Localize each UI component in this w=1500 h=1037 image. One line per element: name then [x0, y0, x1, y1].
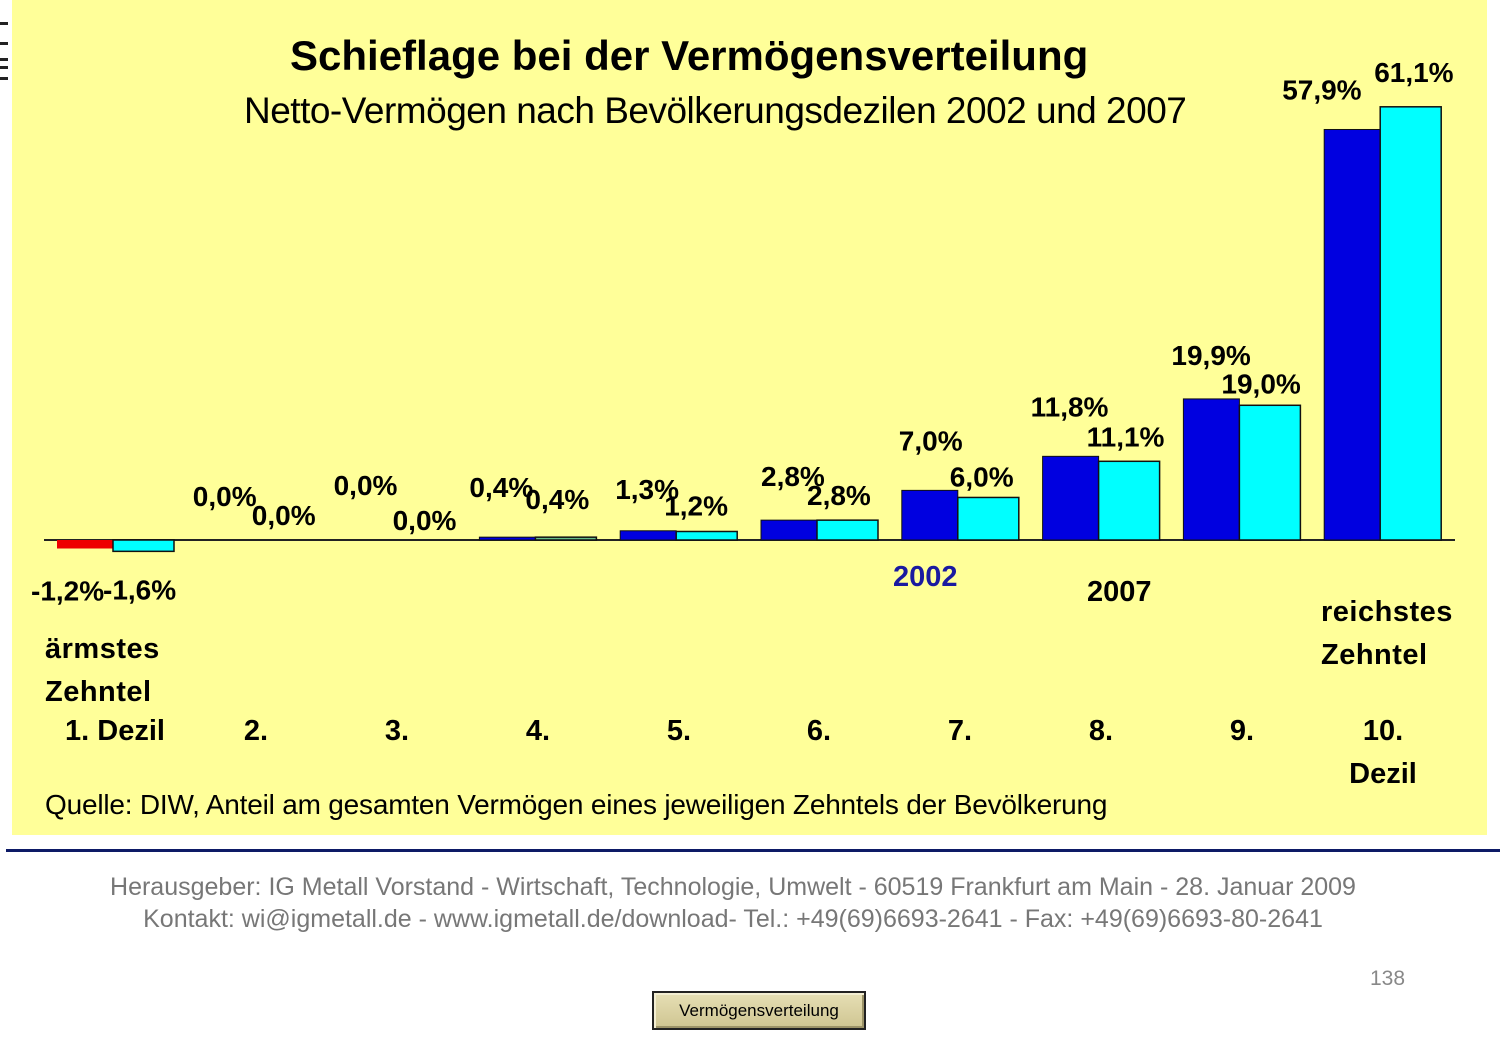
footer-contact: Kontakt: wi@igmetall.de - www.igmetall.d… — [143, 905, 1323, 933]
category-label: 3. — [327, 710, 467, 753]
data-label-2002: 2,8% — [761, 461, 825, 492]
bar-chart: -1,2%-1,6%0,0%0,0%0,0%0,0%0,4%0,4% 1,3%1,… — [31, 57, 1455, 607]
edge-fragment-mark — [0, 77, 8, 80]
edge-fragment-mark — [0, 58, 8, 61]
bar-2002 — [1323, 128, 1381, 541]
bar-2007 — [957, 496, 1020, 541]
category-label: 10. Dezil — [1313, 710, 1453, 796]
data-label-2007: 1,2% — [664, 490, 728, 521]
richest-note-line: Zehntel — [1321, 639, 1428, 671]
data-label-2002: 19,9% — [1171, 340, 1250, 371]
category-label-line: 6. — [806, 715, 832, 747]
data-label-2007: 11,1% — [1087, 421, 1165, 452]
richest-note-line: reichstes — [1321, 596, 1453, 628]
poorest-note-line: ärmstes — [45, 633, 160, 665]
category-label-line: 2. — [243, 715, 269, 747]
data-label-2002: 57,9% — [1282, 74, 1361, 105]
data-label-2007: 0,0% — [252, 500, 316, 531]
bar-2007 — [534, 536, 598, 541]
bar-2007 — [1379, 106, 1442, 541]
category-label-line: 4. — [525, 715, 551, 747]
data-label-2002: 11,8% — [1031, 391, 1109, 422]
chart-subtitle: Netto-Vermögen nach Bevölkerungsdezilen … — [244, 90, 1187, 131]
data-label-2002: 0,0% — [193, 481, 257, 512]
data-label-2002: 7,0% — [899, 425, 963, 456]
category-label: 9. — [1172, 710, 1312, 753]
category-label: 8. — [1031, 710, 1171, 753]
source-note: Quelle: DIW, Anteil am gesamten Vermögen… — [45, 789, 1108, 820]
bar-2007 — [1097, 460, 1161, 541]
bar-2002 — [478, 536, 536, 541]
category-label-line: 10. — [1362, 715, 1404, 747]
data-label-2007: -1,6% — [103, 574, 176, 605]
data-label-2007: 0,0% — [393, 505, 457, 536]
data-label-2002: -1,2% — [31, 576, 104, 607]
page-number: 138 — [1370, 967, 1406, 990]
data-label-2002: 0,4% — [469, 472, 533, 503]
category-label-line: 5. — [666, 715, 692, 747]
category-label-line: 7. — [947, 715, 973, 747]
poorest-note-line: Zehntel — [45, 676, 152, 708]
category-label: 7. — [890, 710, 1030, 753]
category-label-line: 9. — [1229, 715, 1255, 747]
edge-fragment-mark — [0, 22, 8, 25]
category-label: 2. — [186, 710, 326, 753]
category-label-line: 1. Dezil — [65, 715, 165, 747]
richest-tenth-note: reichstes Zehntel — [1321, 591, 1453, 677]
bar-2002 — [760, 519, 818, 541]
bar-2007 — [816, 519, 879, 541]
data-label-2007: 19,0% — [1221, 368, 1300, 399]
legend-label-2007: 2007 — [1087, 576, 1152, 608]
vermoegensverteilung-nav-button[interactable]: Vermögensverteilung — [652, 991, 866, 1030]
bar-2002 — [57, 540, 113, 549]
category-label: 5. — [609, 710, 749, 753]
data-label-2007: 6,0% — [950, 461, 1014, 492]
poorest-tenth-note: ärmstes Zehntel — [45, 628, 160, 714]
bar-2002 — [619, 530, 677, 541]
data-label-2002: 0,0% — [334, 470, 398, 501]
data-label-2007: 0,4% — [525, 484, 589, 515]
footer-rule — [6, 849, 1500, 852]
legend-label-2002: 2002 — [893, 561, 958, 593]
category-label: 6. — [749, 710, 889, 753]
edge-fragment-mark — [0, 66, 8, 69]
bar-2007 — [112, 539, 175, 553]
category-label: 1. Dezil — [45, 710, 185, 753]
bar-2007 — [675, 530, 738, 541]
category-label: 4. — [468, 710, 608, 753]
data-label-2002: 1,3% — [615, 474, 679, 505]
bar-2002 — [901, 489, 959, 541]
data-label-2007: 61,1% — [1374, 57, 1453, 88]
bar-2002 — [1042, 455, 1100, 541]
bar-2002 — [1182, 398, 1240, 541]
edge-fragment-mark — [0, 42, 8, 45]
category-label-line: Dezil — [1349, 758, 1417, 790]
data-label-2007: 2,8% — [807, 480, 871, 511]
chart-title: Schieflage bei der Vermögensverteilung — [290, 32, 1089, 79]
bar-2007 — [1238, 404, 1302, 541]
category-label-line: 8. — [1088, 715, 1114, 747]
category-label-line: 3. — [384, 715, 410, 747]
footer-publisher: Herausgeber: IG Metall Vorstand - Wirtsc… — [110, 873, 1356, 901]
